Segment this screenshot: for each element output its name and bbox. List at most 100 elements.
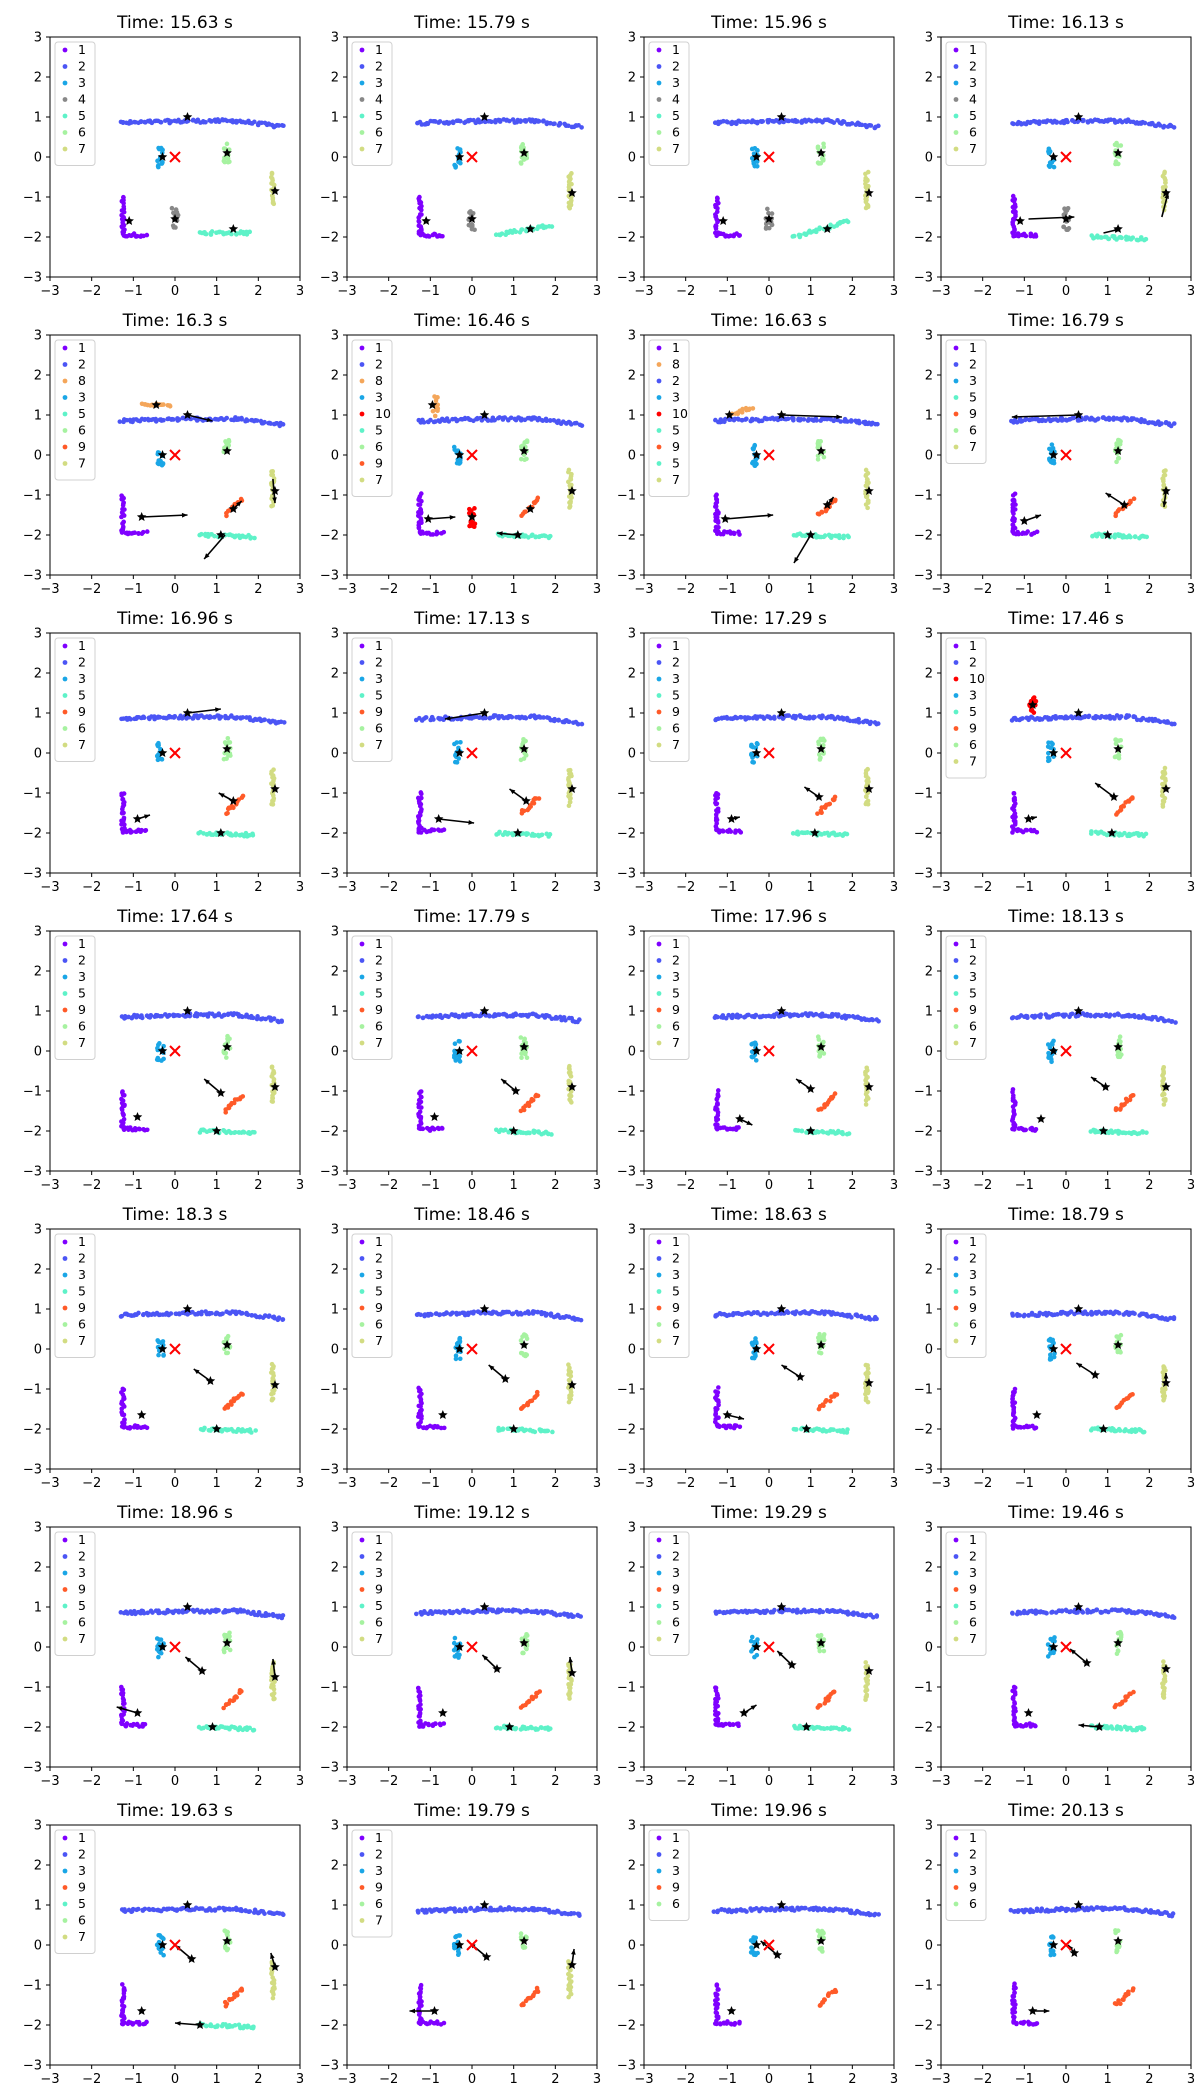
x-tick-label: −1 (124, 1476, 143, 1491)
centroid-star (228, 504, 239, 514)
panel-title: Time: 18.3 s (122, 1205, 228, 1225)
legend-label: 7 (78, 1333, 86, 1348)
cluster-point-1 (720, 829, 726, 834)
cluster-point-7 (269, 1065, 275, 1070)
x-tick-label: 3 (890, 880, 898, 895)
cluster-point-2 (503, 1012, 509, 1018)
legend-marker (953, 693, 959, 698)
x-tick-label: −2 (676, 284, 695, 299)
arrow-head (828, 497, 834, 503)
cluster-point-6 (523, 753, 529, 758)
legend-marker (62, 64, 68, 69)
legend-label: 5 (672, 456, 680, 471)
x-tick-label: −2 (379, 1476, 398, 1491)
arrow-head (497, 531, 503, 536)
y-tick-label: 0 (925, 449, 933, 464)
legend-label: 2 (78, 1251, 86, 1266)
centroid-star (182, 410, 193, 420)
cluster-point-2 (506, 1309, 512, 1315)
cluster-point-2 (446, 419, 452, 424)
cluster-point-1 (435, 1424, 440, 1430)
cluster-point-4 (170, 223, 176, 228)
y-tick-label: −3 (914, 569, 933, 584)
cluster-point-2 (1065, 119, 1070, 125)
x-tick-label: 0 (1062, 582, 1070, 597)
y-tick-label: 1 (925, 409, 933, 424)
cluster-point-2 (157, 714, 163, 720)
y-tick-label: 3 (331, 627, 339, 642)
cluster-point-2 (1088, 1012, 1093, 1018)
cluster-point-1 (736, 1125, 741, 1130)
legend-marker (62, 461, 68, 466)
centroid-star (1073, 708, 1084, 718)
cluster-point-2 (725, 716, 730, 721)
legend-box (945, 41, 987, 166)
cluster-point-9 (815, 811, 820, 816)
legend-label: 6 (969, 125, 977, 140)
centroid-star (525, 504, 536, 514)
y-tick-label: −1 (23, 191, 42, 206)
centroid-star (211, 1424, 222, 1434)
legend-label: 3 (672, 390, 680, 405)
cluster-point-2 (553, 1014, 559, 1020)
cluster-point-2 (838, 419, 843, 424)
cluster-point-2 (1161, 125, 1166, 130)
cluster-point-2 (458, 118, 463, 124)
x-tick-label: 2 (254, 1178, 262, 1193)
cluster-point-2 (1173, 1020, 1178, 1025)
centroid-star (567, 1082, 577, 1092)
legend-label: 7 (969, 439, 977, 454)
arrow-head (204, 553, 210, 559)
cluster-point-2 (786, 118, 791, 124)
centroid-star (726, 814, 737, 824)
y-tick-label: 1 (331, 1303, 339, 1318)
cluster-point-4 (169, 205, 175, 211)
y-tick-label: −3 (320, 867, 339, 882)
legend-label: 9 (969, 406, 977, 421)
centroid-star (1113, 224, 1123, 234)
legend-label: 5 (78, 406, 86, 421)
y-tick-label: −3 (617, 271, 636, 286)
cluster-point-2 (1069, 1011, 1075, 1017)
cluster-point-2 (252, 119, 257, 125)
centroid-star (519, 1042, 529, 1052)
y-tick-label: 0 (331, 151, 339, 166)
cluster-point-3 (1050, 445, 1056, 451)
x-tick-label: 2 (848, 880, 856, 895)
legend-marker (953, 362, 959, 367)
arrow-head (1030, 816, 1037, 821)
x-tick-label: 2 (1145, 284, 1153, 299)
legend-label: 3 (375, 969, 383, 984)
cluster-point-7 (270, 181, 276, 187)
cluster-point-2 (138, 119, 144, 124)
panel-title: Time: 15.79 s (413, 13, 530, 33)
y-tick-label: −3 (23, 1463, 42, 1478)
legend-marker (953, 130, 959, 135)
y-tick-label: 0 (331, 1343, 339, 1358)
cluster-point-1 (416, 218, 422, 224)
legend-marker (953, 1024, 959, 1029)
cluster-point-5 (550, 1429, 555, 1435)
y-tick-label: 3 (925, 627, 933, 642)
cluster-point-6 (518, 757, 524, 763)
cluster-point-3 (751, 151, 757, 157)
cluster-point-5 (203, 231, 209, 237)
legend-marker (359, 345, 365, 351)
x-tick-label: 0 (468, 1476, 476, 1491)
x-tick-label: −2 (379, 1178, 398, 1193)
arrow-head (204, 1079, 210, 1085)
legend-label: 3 (78, 390, 86, 405)
x-tick-label: −2 (82, 284, 101, 299)
cluster-point-3 (452, 759, 458, 765)
cluster-point-7 (864, 494, 870, 500)
cluster-point-1 (129, 829, 135, 835)
cluster-point-9 (832, 794, 838, 800)
x-tick-label: 2 (551, 284, 559, 299)
cluster-point-1 (715, 219, 720, 225)
centroid-star (270, 186, 280, 196)
cluster-point-7 (1162, 1098, 1168, 1103)
